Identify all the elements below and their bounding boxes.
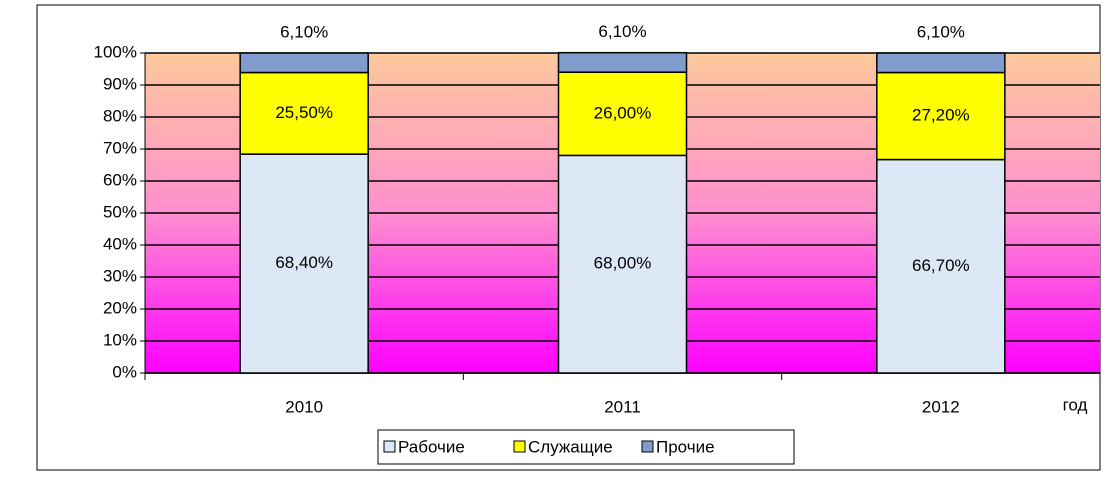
x-tick-label: 2012	[922, 397, 960, 416]
bar-segment	[876, 158, 1006, 374]
x-tick-label: 2011	[604, 397, 641, 416]
bar-segment	[557, 71, 688, 157]
legend-label: Служащие	[528, 437, 613, 456]
y-tick-label: 40%	[103, 234, 137, 253]
bar-segment	[239, 52, 369, 74]
bar-segment	[557, 154, 688, 374]
y-tick-label: 80%	[103, 106, 137, 125]
data-label: 25,50%	[275, 103, 333, 122]
bar-segment	[239, 153, 369, 374]
y-tick-label: 100%	[94, 42, 137, 61]
data-label: 6,10%	[598, 22, 646, 41]
y-tick-label: 0%	[112, 362, 137, 381]
legend-label: Прочие	[656, 437, 715, 456]
x-axis-label: год	[1063, 395, 1088, 414]
y-tick-label: 70%	[103, 138, 137, 157]
bar-segment	[876, 71, 1006, 161]
bar-segment	[557, 51, 688, 73]
x-tick-label: 2010	[285, 397, 323, 416]
y-tick-label: 30%	[103, 266, 137, 285]
y-tick-label: 10%	[103, 330, 137, 349]
y-tick-label: 50%	[103, 202, 137, 221]
data-label: 27,20%	[912, 106, 970, 125]
y-tick-label: 20%	[103, 298, 137, 317]
legend-box	[377, 429, 795, 465]
data-label: 6,10%	[917, 22, 965, 41]
data-label: 68,00%	[594, 254, 652, 273]
data-label: 6,10%	[280, 22, 328, 41]
data-label: 26,00%	[594, 103, 652, 122]
y-tick-label: 90%	[103, 74, 137, 93]
bar-segment	[876, 52, 1006, 74]
legend-swatch	[641, 440, 654, 453]
data-label: 68,40%	[275, 253, 333, 272]
bar-segment	[239, 71, 369, 155]
legend-label: Рабочие	[398, 437, 465, 456]
legend-swatch	[513, 440, 526, 453]
y-tick-label: 60%	[103, 170, 137, 189]
legend-swatch	[383, 440, 396, 453]
data-label: 66,70%	[912, 256, 970, 275]
